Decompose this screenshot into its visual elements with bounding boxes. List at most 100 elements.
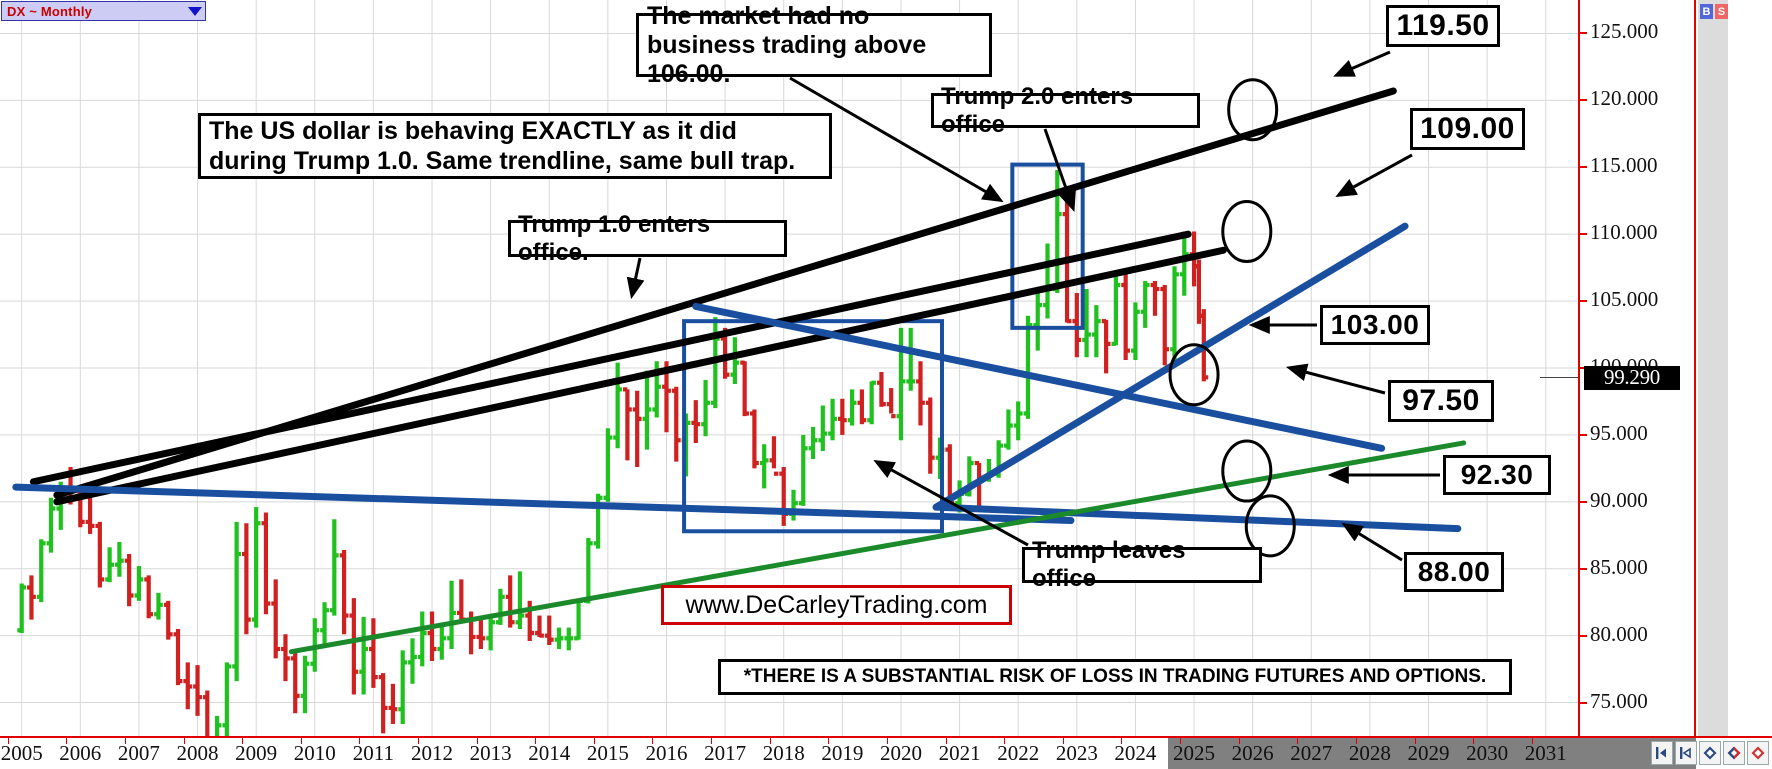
- time-tick-label-2018: 2018: [762, 741, 805, 765]
- price-tick-dash: [1580, 233, 1587, 236]
- time-tick-dash: [711, 738, 713, 744]
- price-target-119-50: 119.50: [1386, 5, 1500, 47]
- price-tick-dash: [1580, 433, 1587, 436]
- time-tick-dash: [1531, 738, 1533, 744]
- chart-plot-area[interactable]: [0, 0, 1578, 736]
- time-tick-label-2023: 2023: [1055, 741, 1098, 765]
- time-tick-label-2017: 2017: [704, 741, 747, 765]
- website-badge[interactable]: www.DeCarleyTrading.com: [661, 585, 1012, 625]
- time-tick-dash: [1355, 738, 1357, 744]
- arrow-trump-two: [1043, 128, 1076, 212]
- time-tick-dash: [300, 738, 302, 744]
- time-axis[interactable]: 2005 2006 2007 2008 2009 2010 2011 2012 2013 2014…: [0, 736, 1772, 769]
- arrow-trump-leaves: [873, 459, 1029, 547]
- time-tick-dash: [359, 738, 361, 744]
- flat-blue-lower: [932, 503, 1462, 533]
- annotation-boxes: [682, 162, 1085, 534]
- time-tick-dash: [945, 738, 947, 744]
- time-tick-dash: [66, 738, 68, 744]
- circle-103-00: [1168, 343, 1220, 407]
- zoom-out-button[interactable]: [1747, 741, 1769, 765]
- price-tick-dash: [1580, 166, 1587, 169]
- trendlines: [12, 87, 1467, 655]
- price-tick-dash: [1580, 567, 1587, 570]
- annotation-market-no-business-text: The market had no business trading above…: [647, 1, 927, 88]
- time-tick-dash: [1414, 738, 1416, 744]
- time-tick-label-2026: 2026: [1231, 741, 1274, 765]
- price-tick-label: 110.000: [1590, 220, 1658, 245]
- bar-left-small-icon: [1678, 745, 1694, 761]
- scroll-left-button[interactable]: [1675, 741, 1697, 765]
- price-tick-dash: [1580, 367, 1587, 369]
- time-tick-label-2015: 2015: [586, 741, 629, 765]
- time-tick-dash: [652, 738, 654, 744]
- price-tick-label: 105.000: [1590, 287, 1659, 312]
- time-tick-dash: [769, 738, 771, 744]
- trump-two-consolidation: [1010, 162, 1085, 330]
- annotation-trump-leaves: Trump leaves office: [1022, 537, 1262, 592]
- price-target-92-30-text: 92.30: [1460, 459, 1534, 490]
- price-tick-dash: [1580, 701, 1587, 704]
- time-tick-dash: [593, 738, 595, 744]
- buy-sell-buttons[interactable]: B S: [1700, 4, 1728, 19]
- price-tick-label: 95.000: [1590, 420, 1648, 445]
- time-tick-label-2021: 2021: [938, 741, 981, 765]
- mid-black-resistance: [53, 246, 1227, 506]
- price-tick-dash: [1580, 300, 1587, 303]
- price-target-88-00-text: 88.00: [1417, 556, 1491, 587]
- risk-disclaimer-text: *THERE IS A SUBSTANTIAL RISK OF LOSS IN …: [743, 666, 1487, 687]
- time-tick-dash: [183, 738, 185, 744]
- price-tick-label: 115.000: [1590, 153, 1658, 178]
- price-tick-dash: [1580, 634, 1587, 637]
- price-axis[interactable]: 125.000120.000115.000110.000105.000100.0…: [1578, 0, 1696, 736]
- chevron-down-icon[interactable]: [185, 2, 205, 20]
- right-margin: [1728, 0, 1772, 736]
- arrow-109-00: [1335, 153, 1413, 198]
- time-tick-dash: [1062, 738, 1064, 744]
- symbol-selector[interactable]: DX ~ Monthly: [1, 1, 206, 21]
- sell-button[interactable]: S: [1715, 4, 1728, 19]
- arrow-trump-one: [626, 257, 645, 300]
- time-tick-dash: [1238, 738, 1240, 744]
- time-tick-label-2014: 2014: [528, 741, 571, 765]
- green-support: [288, 440, 1467, 655]
- descending-blue: [692, 302, 1386, 452]
- time-tick-dash: [1180, 738, 1182, 744]
- price-tick-label: 75.000: [1590, 688, 1648, 713]
- circle-119-50: [1227, 78, 1279, 142]
- price-tick-label: 85.000: [1590, 554, 1648, 579]
- time-tick-dash: [476, 738, 478, 744]
- annotation-trump-two-enters: Trump 2.0 enters office: [931, 83, 1200, 138]
- time-tick-dash: [1473, 738, 1475, 744]
- time-tick-label-2007: 2007: [117, 741, 160, 765]
- price-target-103-00-text: 103.00: [1330, 309, 1420, 340]
- time-tick-dash: [7, 738, 9, 744]
- arrow-97-50: [1285, 363, 1386, 395]
- time-tick-label-2005: 2005: [0, 741, 43, 765]
- zoom-reset-button[interactable]: [1699, 741, 1721, 765]
- time-tick-dash: [535, 738, 537, 744]
- bar-left-icon: [1654, 745, 1670, 761]
- circle-88-00: [1244, 494, 1296, 558]
- time-tick-dash: [124, 738, 126, 744]
- time-tick-label-2012: 2012: [411, 741, 453, 765]
- time-tick-label-2011: 2011: [352, 741, 395, 765]
- website-text: www.DeCarleyTrading.com: [685, 590, 988, 619]
- time-tick-label-2009: 2009: [235, 741, 278, 765]
- buy-button[interactable]: B: [1700, 4, 1713, 19]
- scroll-to-start-button[interactable]: [1651, 741, 1673, 765]
- navigation-buttons[interactable]: [1651, 741, 1769, 765]
- price-target-109-00-text: 109.00: [1420, 112, 1515, 145]
- time-tick-dash: [418, 738, 419, 744]
- arrow-market-no-business: [789, 76, 1004, 203]
- time-tick-label-2008: 2008: [176, 741, 219, 765]
- price-target-119-50-text: 119.50: [1396, 9, 1490, 42]
- time-tick-label-2022: 2022: [997, 741, 1040, 765]
- annotation-arrows: [626, 50, 1440, 562]
- flat-blue-upper: [12, 483, 1075, 525]
- zoom-in-button[interactable]: [1723, 741, 1745, 765]
- price-tick-dash: [1580, 99, 1587, 102]
- time-tick-label-2029: 2029: [1407, 741, 1450, 765]
- price-target-103-00: 103.00: [1320, 305, 1430, 345]
